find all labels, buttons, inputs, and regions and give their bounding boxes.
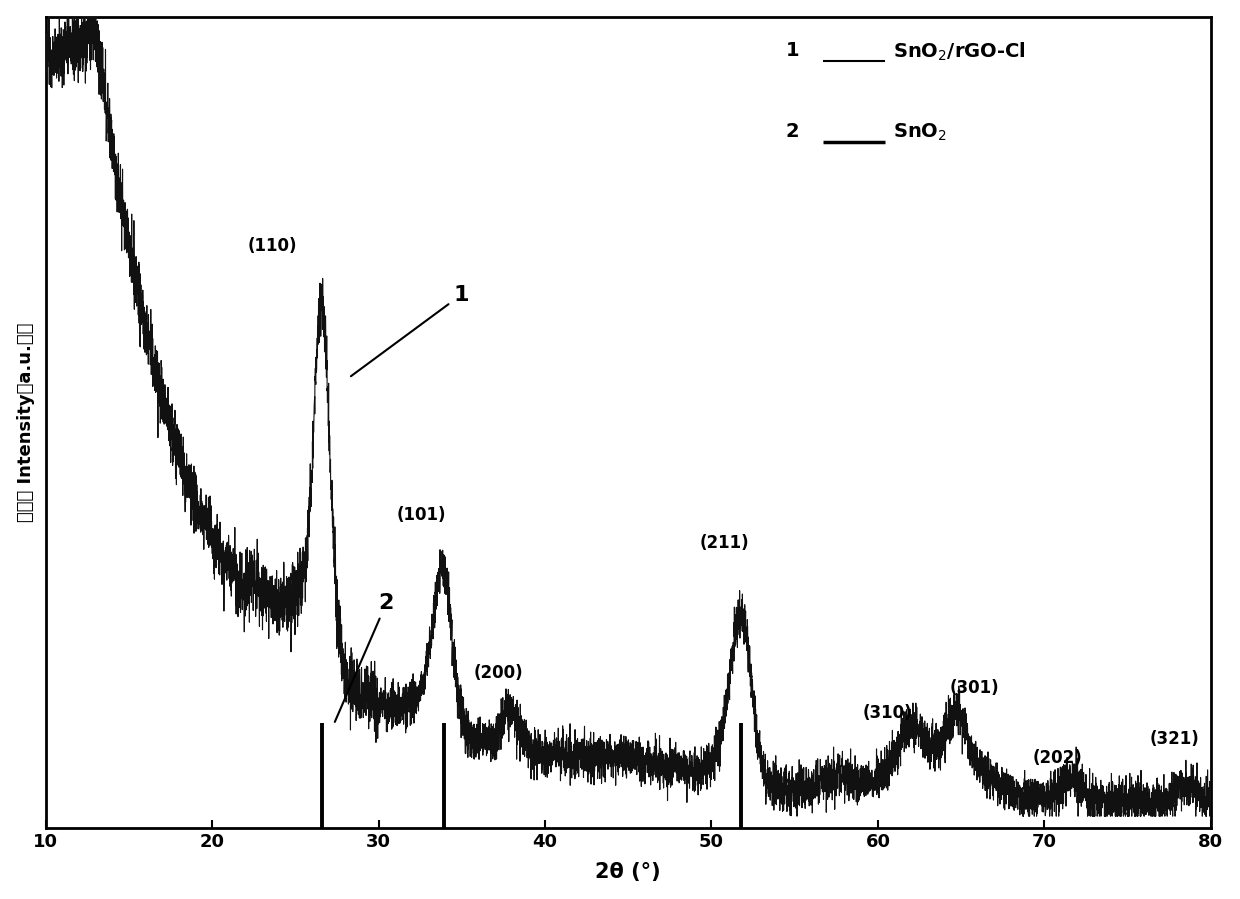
Text: (101): (101) (397, 506, 446, 524)
Text: 1: 1 (786, 41, 799, 60)
Text: (301): (301) (950, 679, 999, 697)
Text: SnO$_2$: SnO$_2$ (893, 122, 946, 144)
Text: (202): (202) (1033, 749, 1083, 767)
Text: (310): (310) (863, 704, 913, 722)
X-axis label: 2θ (°): 2θ (°) (595, 862, 661, 882)
Text: 2: 2 (335, 593, 394, 722)
Text: (211): (211) (699, 534, 749, 552)
Text: (200): (200) (474, 664, 523, 682)
Text: (110): (110) (247, 236, 296, 254)
Text: (321): (321) (1149, 730, 1199, 748)
Text: 1: 1 (351, 285, 469, 376)
Text: 2: 2 (786, 122, 799, 141)
Y-axis label: 强度［ Intensity（a.u.）］: 强度［ Intensity（a.u.）］ (16, 323, 35, 522)
Text: SnO$_2$/rGO-Cl: SnO$_2$/rGO-Cl (893, 41, 1025, 63)
